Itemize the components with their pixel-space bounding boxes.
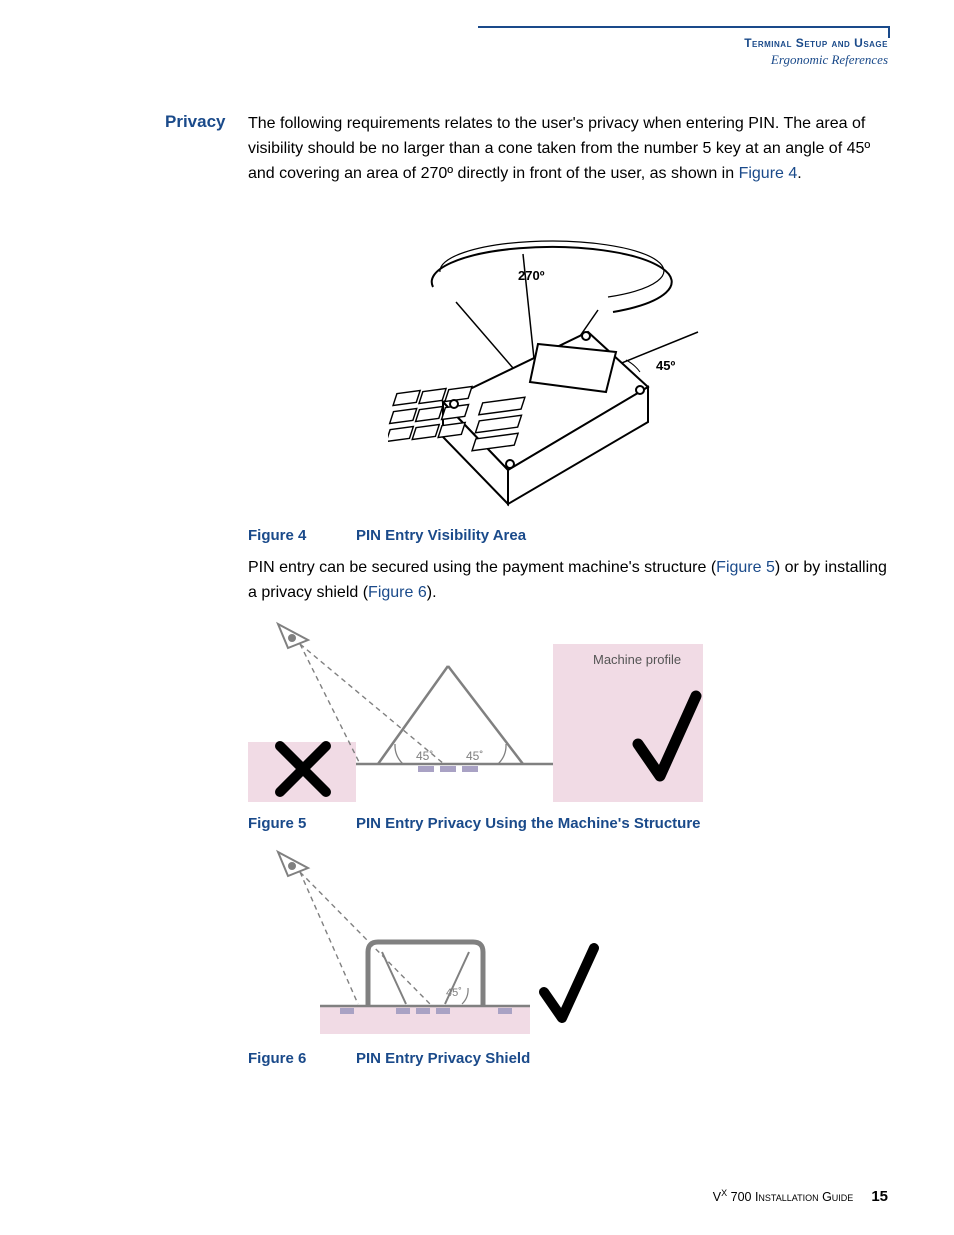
figure-4-title: PIN Entry Visibility Area xyxy=(356,527,526,544)
figure-6-number: Figure 6 xyxy=(248,1050,356,1067)
figure-6-diagram: 45˚ xyxy=(248,844,608,1044)
label-fig5-right45: 45˚ xyxy=(466,749,483,763)
page-number: 15 xyxy=(871,1188,888,1205)
label-fig6-45: 45˚ xyxy=(446,987,462,999)
para1-text-b: . xyxy=(797,165,801,182)
figure-6-title: PIN Entry Privacy Shield xyxy=(356,1050,530,1067)
header-rule xyxy=(478,26,890,28)
figure-4-diagram: 270º 45º xyxy=(388,232,718,522)
para2-text-c: ). xyxy=(427,584,437,601)
page-footer: VX 700 Installation Guide15 xyxy=(713,1188,888,1205)
figure-5-number: Figure 5 xyxy=(248,815,356,832)
paragraph-2: PIN entry can be secured using the payme… xyxy=(248,556,888,606)
page-header: Terminal Setup and Usage Ergonomic Refer… xyxy=(744,36,888,68)
figure-4-caption: Figure 4PIN Entry Visibility Area xyxy=(248,527,526,544)
link-figure-4[interactable]: Figure 4 xyxy=(739,165,798,182)
link-figure-5[interactable]: Figure 5 xyxy=(716,559,775,576)
para2-text-a: PIN entry can be secured using the payme… xyxy=(248,559,716,576)
paragraph-1: The following requirements relates to th… xyxy=(248,112,888,186)
figure-5-diagram: 45˚ 45˚ Machine profile xyxy=(248,614,708,802)
header-subsection: Ergonomic References xyxy=(744,52,888,69)
figure-5-title: PIN Entry Privacy Using the Machine's St… xyxy=(356,815,701,832)
label-45: 45º xyxy=(656,358,675,373)
figure-6-caption: Figure 6PIN Entry Privacy Shield xyxy=(248,1050,530,1067)
figure-4-number: Figure 4 xyxy=(248,527,356,544)
label-machine-profile: Machine profile xyxy=(593,652,681,667)
footer-title: 700 Installation Guide xyxy=(731,1190,854,1204)
section-heading-privacy: Privacy xyxy=(165,112,226,132)
label-270: 270º xyxy=(518,268,545,283)
link-figure-6[interactable]: Figure 6 xyxy=(368,584,427,601)
footer-prefix: V xyxy=(713,1190,721,1204)
figure-5-caption: Figure 5PIN Entry Privacy Using the Mach… xyxy=(248,815,701,832)
header-section: Terminal Setup and Usage xyxy=(744,36,888,52)
label-fig5-left45: 45˚ xyxy=(416,749,433,763)
